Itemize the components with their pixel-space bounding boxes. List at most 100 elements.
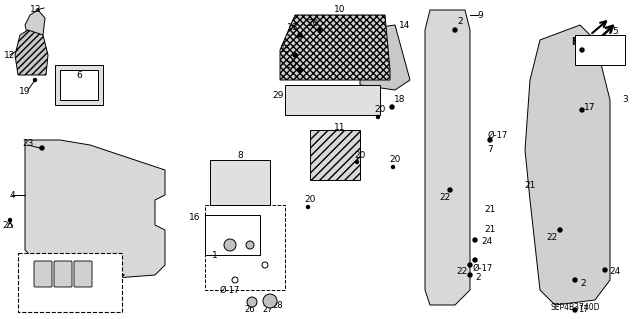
Circle shape bbox=[448, 188, 452, 192]
Text: SEP4B3740D: SEP4B3740D bbox=[550, 303, 600, 313]
Circle shape bbox=[262, 262, 268, 268]
Circle shape bbox=[468, 263, 472, 267]
Text: 21: 21 bbox=[484, 205, 496, 214]
Text: 20: 20 bbox=[355, 151, 365, 160]
Circle shape bbox=[473, 258, 477, 262]
Text: 16: 16 bbox=[189, 213, 201, 222]
Circle shape bbox=[40, 146, 44, 150]
Circle shape bbox=[390, 105, 394, 109]
Polygon shape bbox=[525, 25, 610, 305]
Circle shape bbox=[298, 33, 302, 37]
Circle shape bbox=[558, 228, 562, 232]
Text: 26: 26 bbox=[244, 306, 255, 315]
Polygon shape bbox=[425, 10, 470, 305]
Text: 17: 17 bbox=[578, 306, 588, 315]
Text: 20: 20 bbox=[285, 61, 297, 70]
Circle shape bbox=[232, 277, 238, 283]
Text: 2: 2 bbox=[589, 41, 595, 49]
Text: 18: 18 bbox=[394, 95, 406, 105]
Polygon shape bbox=[280, 15, 390, 80]
FancyBboxPatch shape bbox=[18, 253, 122, 312]
Text: 20: 20 bbox=[389, 155, 401, 165]
FancyBboxPatch shape bbox=[34, 261, 52, 287]
Text: 28: 28 bbox=[273, 300, 284, 309]
FancyBboxPatch shape bbox=[54, 261, 72, 287]
Circle shape bbox=[246, 241, 254, 249]
Text: 6: 6 bbox=[76, 70, 82, 79]
Circle shape bbox=[468, 273, 472, 277]
Text: 18: 18 bbox=[287, 24, 299, 33]
Text: Ø-17: Ø-17 bbox=[488, 130, 508, 139]
Text: Ø-17: Ø-17 bbox=[220, 286, 240, 294]
Circle shape bbox=[355, 160, 358, 164]
Circle shape bbox=[33, 78, 36, 81]
Text: 5: 5 bbox=[612, 27, 618, 36]
Text: 17: 17 bbox=[584, 102, 596, 112]
Text: 20: 20 bbox=[307, 19, 319, 27]
Circle shape bbox=[603, 268, 607, 272]
Circle shape bbox=[392, 166, 394, 168]
Circle shape bbox=[8, 219, 12, 221]
Text: 20: 20 bbox=[304, 196, 316, 204]
Text: 2: 2 bbox=[457, 18, 463, 26]
Text: 4: 4 bbox=[9, 190, 15, 199]
Text: 27: 27 bbox=[262, 306, 273, 315]
Text: 24: 24 bbox=[481, 238, 493, 247]
Text: 12: 12 bbox=[4, 50, 16, 60]
Text: 2: 2 bbox=[580, 278, 586, 287]
Circle shape bbox=[488, 138, 492, 142]
Text: 13: 13 bbox=[30, 5, 42, 14]
Bar bbox=[575, 35, 625, 65]
Text: 21: 21 bbox=[484, 226, 496, 234]
Text: 10: 10 bbox=[334, 5, 346, 14]
FancyBboxPatch shape bbox=[74, 261, 92, 287]
Text: FR.: FR. bbox=[583, 37, 601, 47]
Text: 22: 22 bbox=[547, 234, 557, 242]
Circle shape bbox=[224, 239, 236, 251]
Text: 14: 14 bbox=[399, 20, 411, 29]
Circle shape bbox=[307, 205, 310, 209]
Circle shape bbox=[263, 294, 277, 308]
Text: 11: 11 bbox=[334, 122, 346, 131]
Text: 19: 19 bbox=[19, 87, 31, 97]
Circle shape bbox=[298, 68, 302, 72]
Text: 20: 20 bbox=[374, 106, 386, 115]
Text: 2: 2 bbox=[475, 273, 481, 283]
Bar bbox=[60, 70, 98, 100]
Bar bbox=[285, 85, 380, 115]
Bar bbox=[205, 215, 260, 255]
Polygon shape bbox=[360, 25, 410, 90]
Circle shape bbox=[453, 28, 457, 32]
Bar bbox=[210, 160, 270, 205]
Text: B-11-10: B-11-10 bbox=[56, 291, 95, 300]
Text: 29: 29 bbox=[272, 91, 284, 100]
Bar bbox=[310, 130, 360, 180]
Circle shape bbox=[376, 115, 380, 118]
Text: 3: 3 bbox=[622, 95, 628, 105]
Text: 9: 9 bbox=[477, 11, 483, 19]
Circle shape bbox=[318, 28, 322, 32]
Circle shape bbox=[473, 238, 477, 242]
Text: 21: 21 bbox=[524, 181, 536, 189]
Text: 8: 8 bbox=[237, 151, 243, 160]
Text: Ø-17: Ø-17 bbox=[473, 263, 493, 272]
Text: 24: 24 bbox=[609, 268, 621, 277]
Circle shape bbox=[293, 53, 297, 57]
Circle shape bbox=[580, 48, 584, 52]
Polygon shape bbox=[25, 10, 45, 45]
Polygon shape bbox=[15, 30, 48, 75]
Circle shape bbox=[573, 308, 577, 312]
Polygon shape bbox=[25, 140, 165, 280]
Text: 23: 23 bbox=[22, 138, 34, 147]
Text: 22: 22 bbox=[456, 268, 468, 277]
Circle shape bbox=[580, 108, 584, 112]
Text: 15: 15 bbox=[280, 46, 292, 55]
Text: 1: 1 bbox=[212, 250, 218, 259]
Text: FR.: FR. bbox=[571, 37, 589, 47]
Circle shape bbox=[247, 297, 257, 307]
Circle shape bbox=[573, 278, 577, 282]
Bar bbox=[55, 65, 103, 105]
Text: 7: 7 bbox=[487, 145, 493, 154]
Text: 25: 25 bbox=[3, 220, 13, 229]
Text: 22: 22 bbox=[440, 194, 451, 203]
